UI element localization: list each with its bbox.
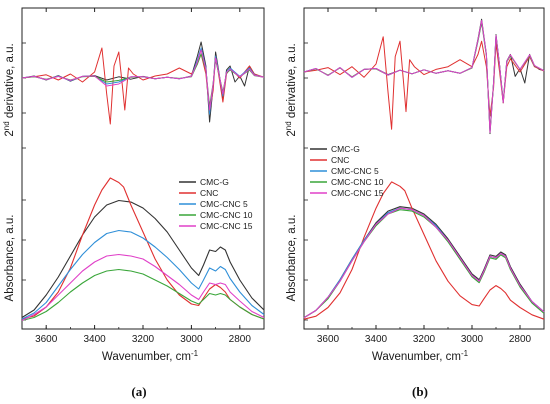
legend-entry: CMC-CNC 5: [200, 199, 248, 209]
x-tick-label: 2800: [229, 334, 252, 345]
legend-entry: CMC-G: [200, 177, 229, 187]
legend-entry: CNC: [331, 155, 349, 165]
x-tick-label: 2800: [509, 334, 532, 345]
panel-a-xlabel-sup: -1: [191, 349, 199, 358]
panel-b-ylabel-top-rest: derivative, a.u.: [286, 43, 298, 121]
panel-b-ylabel-top: 2nd derivative, a.u.: [284, 43, 299, 136]
legend-entry: CMC-CNC 10: [200, 210, 253, 220]
legend-entry: CMC-CNC 5: [331, 166, 379, 176]
panel-a-ylabel-top: 2nd derivative, a.u.: [2, 43, 17, 136]
x-tick-label: 3400: [83, 334, 106, 345]
absorbance-line-cnc: [303, 181, 545, 320]
panel-b-xlabel: Wavenumber, cm-1: [372, 349, 469, 364]
absorbance-line-cmc-g: [21, 199, 265, 318]
panel-b-label: (b): [412, 384, 428, 399]
panel-b-ylabel-top-sup: nd: [284, 121, 293, 130]
legend-entry: CMC-CNC 15: [331, 188, 384, 198]
panel-b-ylabel-top-2: 2: [286, 130, 298, 136]
legend-entry: CNC: [200, 188, 218, 198]
absorbance-line-cmc-cnc-10: [21, 268, 265, 322]
panel-a-x-ticks: 3600 3400 3200 3000 2800: [21, 8, 265, 345]
panel-b-xlabel-main: Wavenumber, cm: [372, 351, 461, 363]
panel-a-xlabel: Wavenumber, cm-1: [102, 349, 199, 364]
derivative-line-cmc-cnc-15: [21, 49, 265, 111]
legend-entry: CMC-G: [331, 144, 360, 154]
panel-b-x-ticks: 3600 3400 3200 3000 2800: [303, 8, 545, 345]
panel-b-xlabel-sup: -1: [461, 349, 469, 358]
x-tick-label: 3600: [317, 334, 340, 345]
absorbance-line-cmc-cnc-5: [21, 229, 265, 320]
x-tick-label: 3200: [132, 334, 155, 345]
panel-b-derivative-plot: [303, 18, 545, 135]
x-tick-label: 3400: [365, 334, 388, 345]
panel-a-derivative-plot: [21, 41, 265, 125]
panel-a-ylabel-bottom: Absorbance, a.u.: [4, 215, 16, 302]
x-tick-label: 3000: [461, 334, 484, 345]
absorbance-line-cnc: [21, 177, 265, 320]
absorbance-line-cmc-cnc-15: [21, 253, 265, 321]
panel-a-ylabel-top-rest: derivative, a.u.: [4, 43, 16, 121]
legend-entry: CMC-CNC 15: [200, 221, 253, 231]
x-tick-label: 3600: [35, 334, 58, 345]
panel-a-absorbance-plot: [21, 177, 265, 322]
x-tick-label: 3200: [413, 334, 436, 345]
panel-b-absorbance-plot: [303, 181, 545, 320]
panel-a-ylabel-top-sup: nd: [2, 121, 11, 130]
absorbance-line-cmc-cnc-15: [303, 207, 545, 319]
derivative-line-cmc-cnc-15: [303, 20, 545, 133]
panel-a-label: (a): [131, 384, 146, 399]
panel-a-ylabel-top-2: 2: [4, 130, 16, 136]
legend-entry: CMC-CNC 10: [331, 177, 384, 187]
derivative-line-cnc: [21, 47, 265, 125]
panel-b-ylabel-bottom: Absorbance, a.u.: [286, 215, 298, 302]
x-tick-label: 3000: [180, 334, 203, 345]
panel-a-xlabel-main: Wavenumber, cm: [102, 351, 191, 363]
